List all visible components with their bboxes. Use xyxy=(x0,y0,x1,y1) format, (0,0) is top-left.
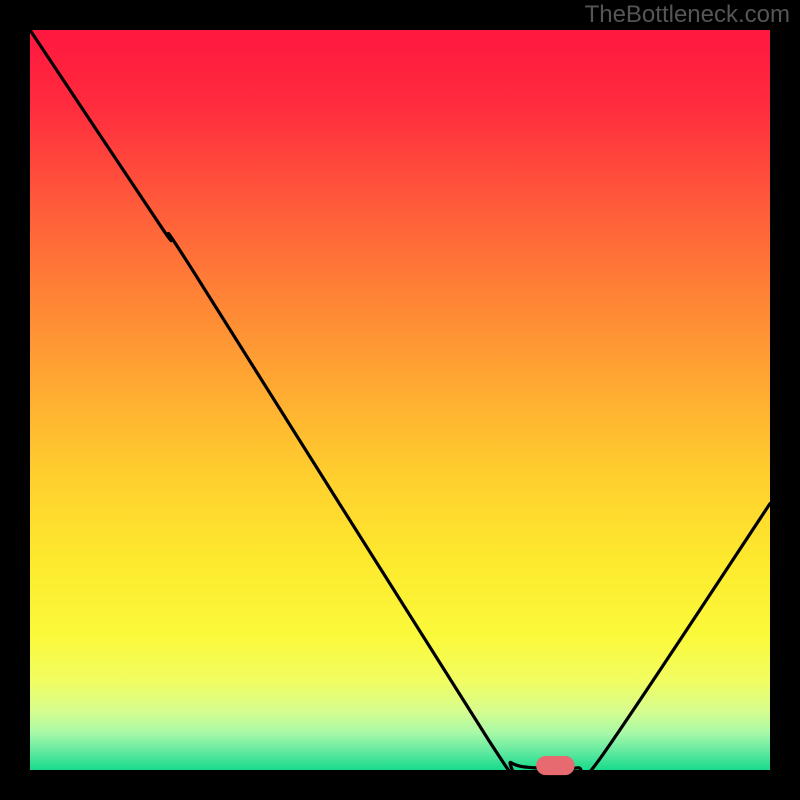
chart-container: TheBottleneck.com xyxy=(0,0,800,800)
sweet-spot-marker xyxy=(536,756,574,775)
attribution-text: TheBottleneck.com xyxy=(585,1,790,28)
bottleneck-chart: TheBottleneck.com xyxy=(0,0,800,800)
plot-area xyxy=(30,30,770,770)
